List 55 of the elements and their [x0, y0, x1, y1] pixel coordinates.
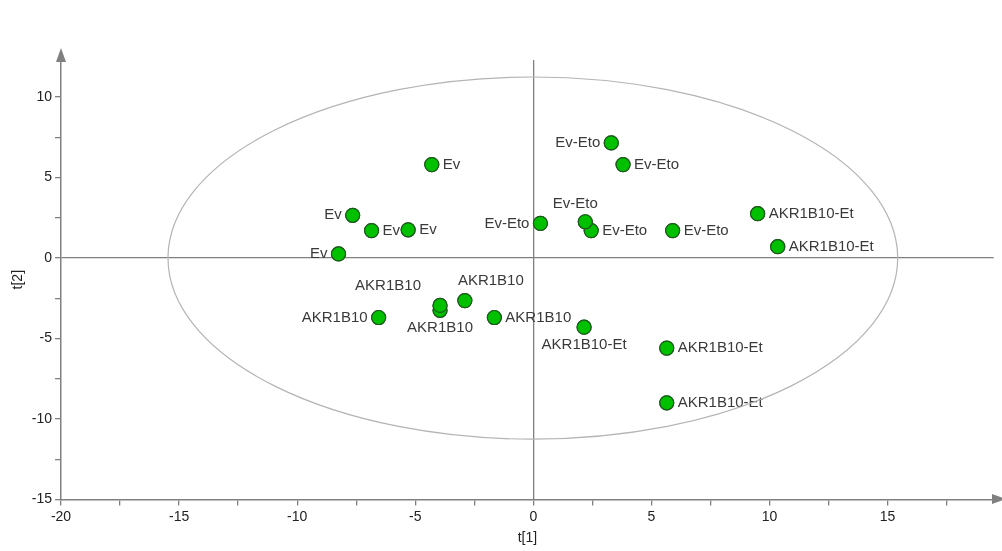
annotation: Ev [324, 205, 343, 223]
x-tick-label: -5 [409, 507, 422, 524]
annotation: Ev [382, 220, 401, 238]
point [457, 293, 473, 309]
x-tick-label: -15 [168, 507, 190, 524]
y-axis-title: t[2] [9, 269, 26, 290]
annotation: Ev [309, 244, 328, 262]
y-tick-label: 5 [44, 168, 53, 185]
point [576, 319, 592, 335]
annotation: AKR1B10 [355, 276, 421, 294]
point [371, 309, 387, 326]
annotation: Ev-Eto [683, 220, 729, 238]
point [659, 395, 675, 411]
point [532, 215, 549, 231]
x-tick-label: -20 [50, 507, 72, 524]
point [486, 309, 502, 326]
point [330, 246, 347, 262]
annotation: Ev-Eto [602, 220, 648, 238]
x-tick-label: 10 [761, 507, 778, 524]
point [770, 239, 786, 255]
annotation: Ev-Eto [484, 213, 530, 231]
y-tick-label: -10 [31, 409, 53, 426]
x-tick-label: -10 [287, 507, 308, 524]
point [750, 206, 766, 222]
annotation: Ev [419, 219, 438, 237]
point [345, 207, 361, 223]
y-tick-label: -5 [39, 329, 53, 346]
annotation: AKR1B10 [407, 317, 473, 335]
x-tick-label: 5 [647, 507, 656, 524]
y-tick-label: -15 [31, 490, 53, 507]
point [603, 135, 619, 151]
annotation: AKR1B10-Et [788, 236, 875, 254]
y-tick-label: 0 [44, 248, 53, 265]
point [400, 222, 416, 238]
point [363, 223, 380, 239]
x-tick-label: 15 [879, 507, 896, 524]
point [577, 214, 593, 230]
annotation: AKR1B10 [301, 307, 368, 325]
point [665, 223, 681, 239]
x-tick-label: 0 [529, 507, 538, 524]
annotation: AKR1B10 [457, 271, 524, 289]
annotation: AKR1B10-Et [768, 203, 855, 221]
point [615, 157, 631, 173]
annotation: Ev-Eto [634, 154, 680, 172]
annotation: AKR1B10-Et [677, 392, 764, 410]
point [432, 297, 448, 314]
x-axis-title: t[1] [517, 529, 538, 546]
point [659, 340, 675, 356]
point [424, 157, 440, 173]
y-tick-label: 10 [36, 87, 53, 104]
annotation: Ev-Eto [552, 194, 598, 212]
annotation: Ev [442, 154, 461, 172]
annotation: AKR1B10-Et [541, 334, 628, 352]
annotation: Ev-Eto [555, 133, 601, 151]
annotation: AKR1B10-Et [677, 338, 764, 356]
